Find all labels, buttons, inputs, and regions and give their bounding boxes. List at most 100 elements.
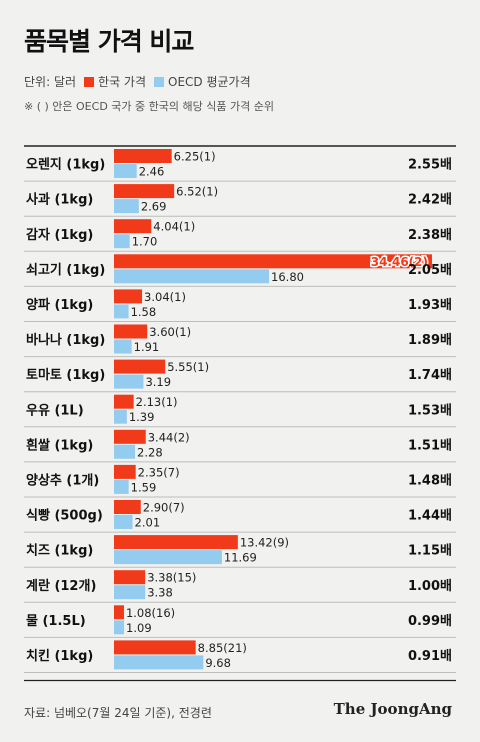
category-label: 쇠고기 (1kg) <box>26 262 105 278</box>
korea-legend-label: 한국 가격 <box>98 75 147 89</box>
oecd-bar <box>114 234 130 249</box>
korea-value-label: 13.42(9) <box>240 536 289 550</box>
korea-value-label: 1.08(16) <box>126 606 175 620</box>
korea-value-label: 3.38(15) <box>147 571 196 585</box>
korea-value-label: 6.52(1) <box>176 185 218 199</box>
ratio-label: 1.53배 <box>408 402 452 418</box>
ratio-label: 1.48배 <box>408 472 452 488</box>
oecd-value-label: 3.38 <box>147 586 173 600</box>
ratio-label: 2.55배 <box>408 157 452 173</box>
category-label: 흰쌀 (1kg) <box>26 437 93 453</box>
ratio-label: 2.38배 <box>408 227 452 243</box>
ratio-label: 1.00배 <box>408 578 452 594</box>
korea-bar <box>114 605 124 620</box>
oecd-value-label: 9.68 <box>205 656 231 670</box>
oecd-bar <box>114 620 125 635</box>
category-label: 바나나 (1kg) <box>26 332 105 348</box>
oecd-bar <box>114 585 146 600</box>
korea-value-label: 6.25(1) <box>174 150 216 164</box>
oecd-bar <box>114 444 136 459</box>
oecd-bar <box>114 479 129 494</box>
oecd-bar <box>114 409 127 424</box>
category-label: 양파 (1kg) <box>26 298 93 313</box>
korea-bar <box>114 640 196 655</box>
oecd-value-label: 11.69 <box>224 551 257 565</box>
ratio-label: 1.44배 <box>408 508 452 524</box>
oecd-swatch <box>154 76 165 87</box>
oecd-legend-label: OECD 평균가격 <box>168 75 251 89</box>
korea-value-label: 5.55(1) <box>167 360 209 374</box>
oecd-value-label: 2.46 <box>139 165 165 179</box>
chart-title: 품목별 가격 비교 <box>24 27 194 56</box>
korea-value-label: 3.44(2) <box>148 430 190 444</box>
source-note: 자료: 넘베오(7월 24일 기준), 전경련 <box>24 706 212 720</box>
korea-bar <box>114 254 432 269</box>
korea-bar <box>114 429 146 444</box>
korea-swatch <box>84 76 95 87</box>
korea-value-label: 8.85(21) <box>198 641 247 655</box>
oecd-bar <box>114 515 133 529</box>
oecd-bar <box>114 304 129 319</box>
oecd-value-label: 1.39 <box>129 410 155 424</box>
ratio-label: 2.05배 <box>408 262 452 278</box>
korea-value-label: 4.04(1) <box>153 220 195 234</box>
oecd-bar <box>114 199 139 214</box>
oecd-bar <box>114 550 222 565</box>
oecd-value-label: 1.58 <box>131 305 157 319</box>
oecd-bar <box>114 655 204 670</box>
oecd-bar <box>114 374 144 389</box>
oecd-value-label: 3.19 <box>145 375 171 389</box>
korea-bar <box>114 500 141 514</box>
category-label: 토마토 (1kg) <box>26 367 105 383</box>
korea-bar <box>114 570 146 585</box>
korea-value-label: 3.60(1) <box>149 325 191 339</box>
ratio-label: 1.51배 <box>408 437 452 453</box>
korea-bar <box>114 324 148 339</box>
category-label: 양상추 (1개) <box>26 472 99 488</box>
category-label: 우유 (1L) <box>26 403 84 418</box>
oecd-bar <box>114 339 132 354</box>
brand-logo: The JoongAng <box>333 700 452 718</box>
korea-bar <box>114 359 166 374</box>
oecd-value-label: 2.28 <box>137 445 163 459</box>
oecd-bar <box>114 269 270 284</box>
category-label: 치킨 (1kg) <box>26 648 93 664</box>
oecd-bar <box>114 164 137 178</box>
korea-value-label: 2.90(7) <box>143 501 185 515</box>
ratio-label: 2.42배 <box>408 192 452 208</box>
ratio-label: 1.74배 <box>408 367 452 383</box>
korea-bar <box>114 289 143 304</box>
korea-bar <box>114 149 172 163</box>
oecd-value-label: 1.09 <box>126 621 152 635</box>
category-label: 물 (1.5L) <box>26 614 86 629</box>
korea-value-label: 34.46(2) <box>371 255 428 269</box>
legend: 단위: 달러 한국 가격 OECD 평균가격 <box>24 73 251 90</box>
category-label: 오렌지 (1kg) <box>26 157 105 173</box>
oecd-value-label: 2.69 <box>141 200 167 214</box>
ratio-label: 1.93배 <box>408 297 452 313</box>
korea-value-label: 2.35(7) <box>138 465 180 479</box>
oecd-value-label: 1.59 <box>131 480 157 494</box>
korea-bar <box>114 535 238 550</box>
ratio-label: 0.99배 <box>408 613 452 629</box>
oecd-value-label: 1.91 <box>134 340 160 354</box>
rank-note: ※ ( ) 안은 OECD 국가 중 한국의 해당 식품 가격 순위 <box>24 100 274 113</box>
korea-bar <box>114 464 136 479</box>
oecd-value-label: 2.01 <box>135 516 161 530</box>
oecd-value-label: 1.70 <box>132 235 158 249</box>
category-label: 식빵 (500g) <box>26 508 103 524</box>
korea-bar <box>114 219 152 234</box>
unit-label: 단위: 달러 <box>24 75 77 89</box>
category-label: 계란 (12개) <box>26 579 96 594</box>
oecd-value-label: 16.80 <box>271 270 304 284</box>
category-label: 감자 (1kg) <box>26 228 93 243</box>
ratio-label: 1.15배 <box>408 543 452 559</box>
korea-bar <box>114 394 134 409</box>
category-label: 사과 (1kg) <box>26 192 93 208</box>
korea-value-label: 3.04(1) <box>144 290 186 304</box>
ratio-label: 0.91배 <box>408 648 452 664</box>
korea-value-label: 2.13(1) <box>136 395 178 409</box>
korea-bar <box>114 184 175 199</box>
category-label: 치즈 (1kg) <box>26 543 93 559</box>
